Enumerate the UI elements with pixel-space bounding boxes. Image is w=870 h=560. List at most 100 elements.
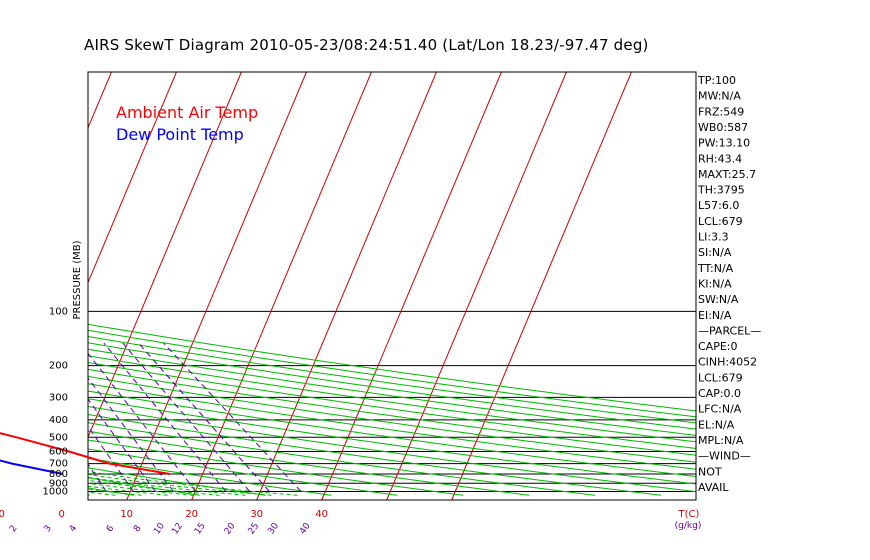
- index-label: LCL:679: [698, 215, 743, 228]
- bottom-temp-unit: T(C): [678, 509, 700, 520]
- dry-adiabat-line: [87, 467, 266, 496]
- legend-air: Ambient Air Temp: [116, 103, 258, 122]
- dry-adiabat-line: [87, 439, 464, 496]
- mixing-ratio-line: [163, 342, 302, 492]
- dry-adiabat-line: [88, 368, 697, 456]
- pressure-tick-label: 600: [49, 447, 68, 458]
- dry-adiabat-line: [87, 362, 697, 449]
- mixing-ratio-tick-label: 2: [8, 524, 19, 534]
- index-label: RH:43.4: [698, 152, 742, 165]
- dry-adiabat-line: [87, 329, 697, 418]
- dry-adiabat-line: [87, 414, 662, 496]
- isotherm-line: [87, 71, 177, 283]
- index-label: SI:N/A: [698, 246, 732, 259]
- legend: Ambient Air Temp Dew Point Temp: [116, 103, 258, 144]
- pressure-tick-label: 900: [49, 478, 68, 489]
- mixing-ratio-line: [87, 426, 134, 492]
- dry-adiabat-line: [87, 336, 697, 424]
- index-label: LCL:679: [698, 371, 743, 384]
- bottom-temp-tick-label: -10: [0, 509, 5, 520]
- bottom-temp-ticks: -50-40-30-20-10010203040: [0, 509, 328, 520]
- index-label: MAXT:25.7: [698, 168, 756, 181]
- index-label: EI:N/A: [698, 309, 732, 322]
- isotherm-line: [87, 71, 242, 438]
- index-label: TP:100: [697, 74, 736, 87]
- grid-lines: [87, 71, 697, 501]
- index-label: CINH:4052: [698, 356, 757, 369]
- index-label: L57:6.0: [698, 199, 739, 212]
- mixing-ratio-tick-label: 25: [247, 521, 262, 536]
- moist-adiabat-line: [87, 470, 298, 496]
- mixing-ratio-tick-label: 4: [68, 523, 80, 534]
- index-label: MW:N/A: [698, 90, 741, 103]
- bottom-temp-tick-label: 40: [315, 509, 328, 520]
- pressure-tick-label: 100: [49, 306, 68, 317]
- mixing-ratio-tick-label: 10: [152, 521, 167, 536]
- index-label: CAPE:0: [698, 340, 738, 353]
- index-label: KI:N/A: [698, 277, 732, 290]
- index-label: LI:3.3: [698, 231, 729, 244]
- dry-adiabat-line: [87, 342, 697, 430]
- index-label: NOT: [698, 465, 722, 478]
- moist-adiabat-line: [87, 485, 168, 496]
- index-label: TT:N/A: [697, 262, 734, 275]
- index-label: —WIND—: [698, 450, 751, 463]
- isotherm-line: [256, 71, 437, 501]
- index-label: EL:N/A: [698, 418, 735, 431]
- dry-adiabat-line: [87, 457, 332, 496]
- page-title: AIRS SkewT Diagram 2010-05-23/08:24:51.4…: [84, 36, 649, 54]
- dry-adiabat-line: [87, 398, 697, 485]
- moist-adiabat-line: [87, 476, 246, 496]
- dry-adiabat-line: [87, 406, 697, 493]
- mixing-ratio-tick-label: 15: [193, 521, 208, 536]
- index-label: —PARCEL—: [698, 324, 761, 337]
- isotherm-line: [386, 71, 567, 501]
- moist-adiabat-line: [87, 479, 220, 496]
- dry-adiabat-line: [87, 348, 697, 436]
- moist-adiabat-line: [87, 473, 272, 496]
- isotherm-line: [126, 71, 307, 501]
- bottom-temp-tick-label: 10: [120, 509, 133, 520]
- plot-frame: [87, 71, 697, 501]
- index-label: TH:3795: [697, 184, 745, 197]
- mixing-ratio-ticks: 0.10.20.511.52346810121520253040: [8, 521, 313, 536]
- mixing-ratio-line: [138, 342, 270, 492]
- mixing-ratio-line: [87, 398, 156, 492]
- index-label: SW:N/A: [698, 293, 739, 306]
- bottom-temp-tick-label: 30: [250, 509, 263, 520]
- legend-dew: Dew Point Temp: [116, 125, 244, 144]
- index-label: LFC:N/A: [698, 403, 742, 416]
- dry-adiabat-line: [87, 383, 697, 470]
- index-label: AVAIL: [698, 481, 729, 494]
- mixing-ratio-tick-label: 12: [170, 521, 185, 536]
- pressure-tick-label: 200: [49, 361, 68, 372]
- index-label: PW:13.10: [698, 137, 750, 150]
- pressure-tick-label: 700: [49, 459, 68, 470]
- pressure-tick-label: 1000: [43, 487, 68, 498]
- index-label: WB0:587: [698, 121, 748, 134]
- mixing-ratio-tick-label: 20: [223, 521, 238, 536]
- isotherm-line: [87, 71, 112, 129]
- mixing-ratio-tick-label: 3: [43, 524, 54, 534]
- pressure-tick-label: 300: [49, 392, 68, 403]
- bottom-temp-tick-label: 20: [185, 509, 198, 520]
- indices-panel: TP:100 MW:N/A FRZ:549 WB0:587 PW:13.10 RH:43.…: [697, 74, 761, 494]
- moist-adiabat-line: [87, 482, 194, 496]
- moist-adiabat-line: [87, 491, 116, 496]
- index-label: CAP:0.0: [698, 387, 741, 400]
- mixing-ratio-tick-label: 6: [105, 523, 117, 534]
- mixing-ratio-unit: (g/kg): [675, 521, 702, 531]
- dry-adiabat-line: [87, 430, 530, 496]
- index-label: MPL:N/A: [698, 434, 744, 447]
- dry-adiabat-line: [87, 422, 596, 496]
- dry-adiabat-line: [87, 477, 200, 496]
- pressure-tick-label: 400: [49, 415, 68, 426]
- mixing-ratio-line: [103, 342, 227, 492]
- index-label: FRZ:549: [698, 105, 744, 118]
- y-axis-label: PRESSURE (MB): [72, 240, 83, 319]
- dry-adiabat-line: [88, 376, 697, 463]
- mixing-ratio-line: [87, 463, 107, 492]
- isotherm-line: [321, 71, 502, 501]
